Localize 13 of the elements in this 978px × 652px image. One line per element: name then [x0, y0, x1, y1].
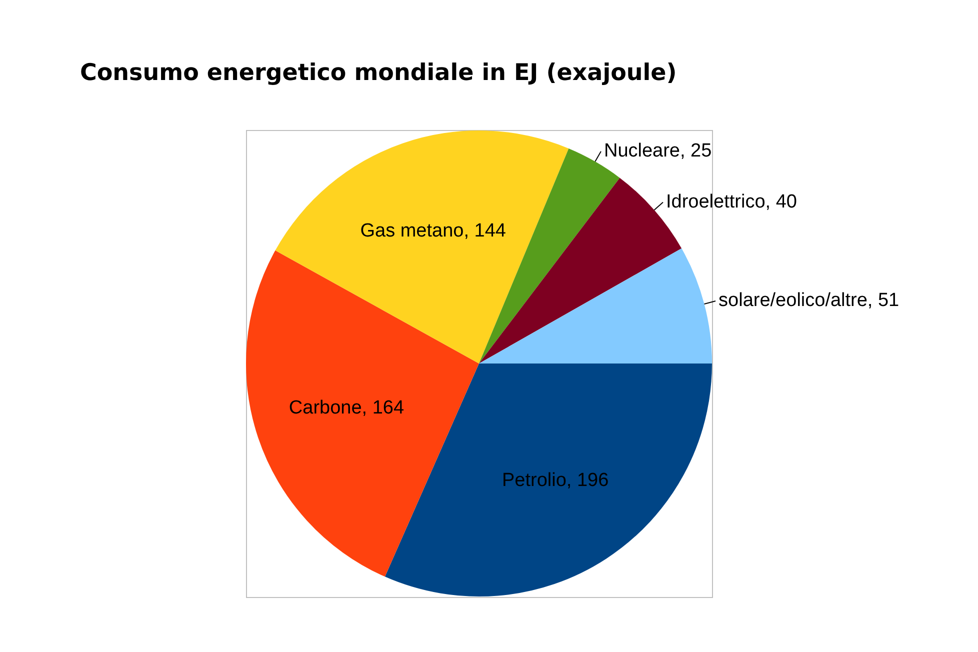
slice-label: Petrolio — [502, 470, 566, 491]
data-label: , 51 — [867, 290, 900, 312]
chart-title: Consumo energetico mondiale in EJ (exajoule) — [80, 60, 677, 86]
data-label: , 196 — [566, 470, 609, 491]
slice-label: Idroelettrico — [666, 192, 766, 213]
slice-label: solare/eolico/altre — [718, 290, 868, 312]
data-label: , 144 — [464, 220, 506, 242]
data-label: , 40 — [765, 192, 797, 213]
data-label: , 164 — [362, 397, 404, 418]
slice-label: Carbone — [288, 397, 362, 418]
slice-label: Nucleare — [604, 140, 680, 162]
data-label: , 25 — [680, 140, 712, 162]
slice-label: Gas metano — [360, 220, 464, 242]
